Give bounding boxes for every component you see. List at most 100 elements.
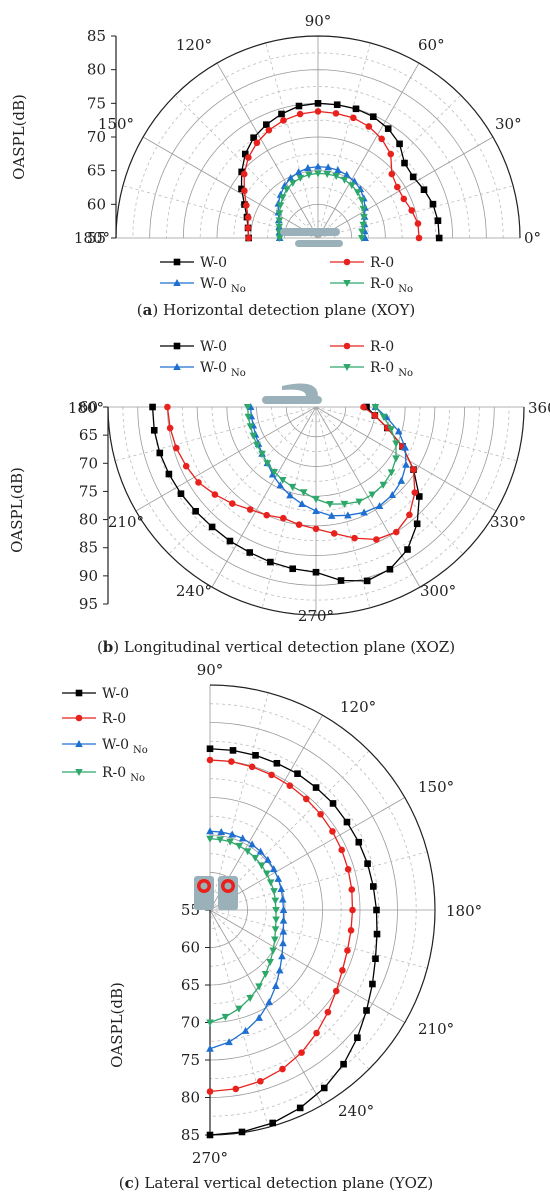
radial-tick-label: 85 [181,1126,200,1144]
radial-tick-label: 80 [181,1089,200,1107]
caption-c: (c) Lateral vertical detection plane (YO… [119,1174,433,1192]
data-point [327,511,336,519]
data-point [312,784,320,791]
data-point [364,860,371,867]
data-point [244,214,252,221]
data-point [359,221,368,229]
legend-label: R-0 No [102,765,145,784]
data-point [299,489,308,497]
radial-tick-label: 90 [79,567,98,585]
data-point [238,185,245,193]
legend-label: W-0 [200,255,227,271]
data-point [329,828,336,835]
legend-entry: W-0 No [160,360,246,379]
data-point [314,108,322,115]
data-point [275,223,284,231]
data-point [294,770,301,777]
data-point [375,502,384,510]
data-point [156,449,164,457]
data-point [264,855,272,863]
data-point [250,134,257,142]
data-point [246,995,254,1003]
data-point [229,500,236,507]
data-point [279,939,287,947]
data-point [275,235,284,242]
data-point [269,865,278,873]
data-point [279,1065,286,1073]
data-point [349,906,356,914]
data-point [272,981,280,989]
data-point [312,507,320,514]
angle-tick-label: 240° [338,1102,374,1120]
data-point [246,506,254,513]
data-point [344,947,351,954]
data-point [221,1013,230,1021]
data-point [244,224,252,232]
radial-tick-label: 80 [87,61,106,79]
angle-tick-label: 120° [340,698,376,716]
data-point [400,195,408,203]
data-point [278,952,286,960]
angle-tick-label: 360° [528,399,550,417]
angle-tick-label: 90° [197,661,224,679]
caption-a: (a) Horizontal detection plane (XOY) [137,301,415,319]
legend-label: R-0 [370,339,394,355]
legend-marker [173,258,181,266]
data-point [397,476,406,484]
polar-frame [209,684,436,1136]
data-point [388,491,397,499]
data-point [344,866,352,873]
data-point [278,194,287,202]
radial-tick-label: 75 [181,1051,200,1069]
data-point [394,183,401,191]
data-point [342,170,351,178]
legend-marker [343,258,351,266]
legend-marker [173,279,181,286]
data-point [340,1060,347,1068]
data-point [373,906,380,914]
angle-tick-label: 120° [176,36,212,54]
data-point [243,202,250,209]
legend-entry: W-0 No [62,737,148,756]
data-point [304,164,312,172]
angle-tick-label: 210° [418,1020,454,1038]
data-point [241,150,249,158]
data-point [268,470,277,478]
data-point [363,1007,370,1014]
data-point [243,404,252,411]
data-point [355,498,363,506]
angle-tick-label: 180° [74,229,110,247]
legend-entry: R-0 [330,255,394,271]
polar-frame [107,406,525,616]
legend-label: R-0 [370,255,394,271]
data-point [339,967,346,974]
panel-c-lateral-plane: 55606570758085OASPL(dB)90°120°150°180°21… [62,661,482,1167]
data-point [296,1104,304,1112]
legend-label: W-0 [200,339,227,355]
legend-marker [75,714,83,722]
data-point [369,980,376,988]
data-point [334,166,342,174]
data-point [268,771,275,779]
legend-marker [75,769,83,776]
nozzle-illustration [194,876,238,910]
data-point [295,102,303,110]
data-point [255,1013,263,1021]
data-point [238,1128,246,1136]
data-point [330,530,338,537]
legend-label: W-0 No [200,360,246,379]
data-point [298,1049,305,1056]
data-point [332,172,341,180]
data-point [251,854,259,862]
data-point [182,462,190,470]
data-point [257,862,266,870]
data-point [413,520,421,528]
data-point [416,493,423,500]
data-point [235,1005,243,1013]
data-point [305,171,313,179]
data-point [206,745,214,753]
data-point [371,404,380,411]
radial-tick-label: 60 [79,398,98,416]
data-point [266,879,275,887]
data-point [347,927,355,934]
